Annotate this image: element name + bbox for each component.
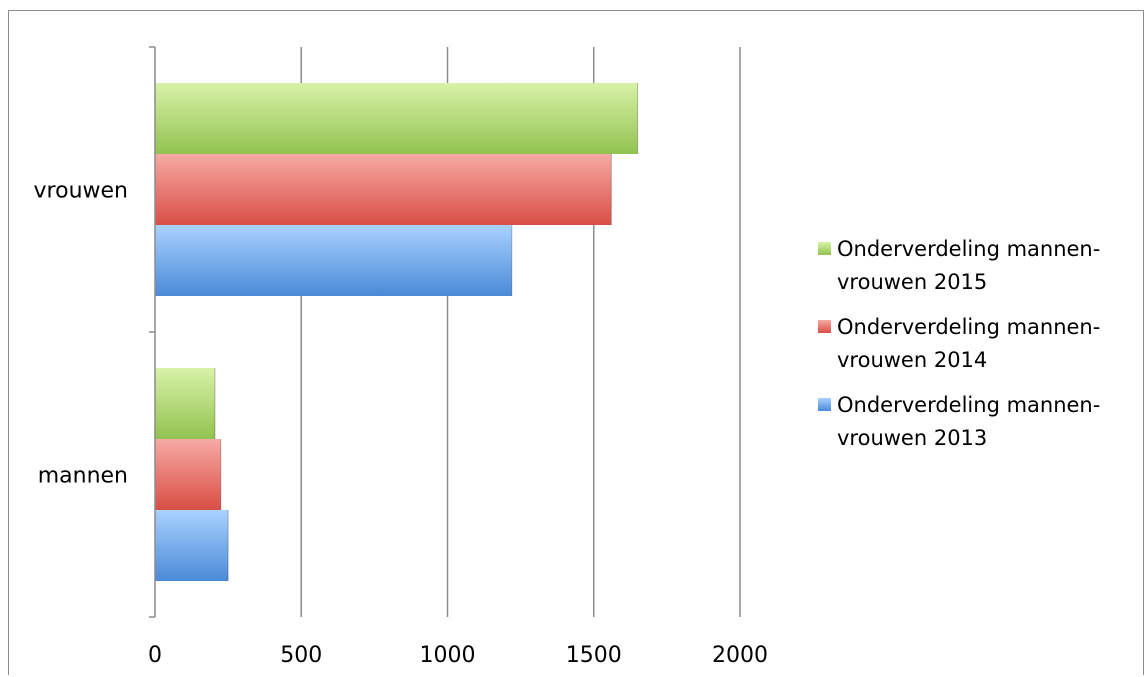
x-tick-label: 0 — [148, 643, 162, 668]
bar-mannen-1 — [155, 439, 221, 510]
legend-label: Onderverdeling mannen- — [837, 315, 1100, 339]
category-label: mannen — [38, 464, 128, 489]
axis-labels: 0 500 1000 1500 2000 mannen vrouwen — [34, 179, 768, 669]
axes — [149, 46, 156, 618]
x-tick-label: 1000 — [420, 643, 476, 668]
category-label: vrouwen — [34, 179, 128, 204]
legend: Onderverdeling mannen-vrouwen 2015 Onderv… — [818, 237, 1100, 450]
x-tick-label: 500 — [280, 643, 322, 668]
legend-label: vrouwen 2015 — [837, 270, 987, 294]
bar-mannen-0 — [155, 510, 229, 581]
legend-label: vrouwen 2014 — [837, 348, 987, 372]
bar-vrouwen-2 — [155, 83, 638, 154]
legend-swatch — [818, 320, 831, 333]
bars — [155, 83, 639, 581]
bar-mannen-2 — [155, 368, 215, 439]
legend-swatch — [818, 242, 831, 255]
legend-label: Onderverdeling mannen- — [837, 393, 1100, 417]
legend-label: vrouwen 2013 — [837, 426, 987, 450]
chart-frame — [8, 10, 1144, 675]
legend-label: Onderverdeling mannen- — [837, 237, 1100, 261]
x-tick-label: 1500 — [566, 643, 622, 668]
bar-vrouwen-0 — [155, 225, 512, 296]
bar-vrouwen-1 — [155, 154, 612, 225]
legend-swatch — [818, 398, 831, 411]
x-tick-label: 2000 — [712, 643, 768, 668]
